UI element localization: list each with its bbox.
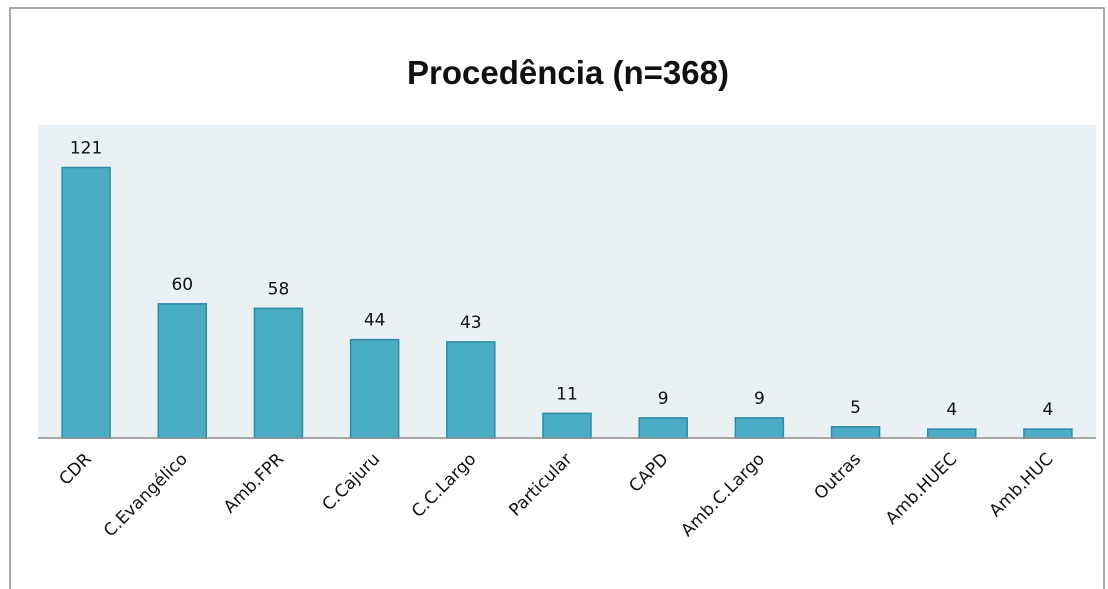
bar — [253, 307, 304, 439]
bar — [446, 341, 496, 439]
bar — [157, 303, 208, 439]
data-label: 121 — [70, 138, 102, 158]
bar — [638, 417, 688, 439]
bar — [542, 412, 592, 439]
plot-area — [38, 125, 1096, 438]
data-label: 43 — [460, 313, 482, 333]
bar — [61, 166, 111, 439]
data-label: 60 — [171, 275, 193, 295]
data-label: 4 — [1042, 400, 1053, 420]
data-label: 9 — [658, 389, 669, 409]
data-label: 58 — [268, 279, 290, 299]
data-label: 44 — [364, 311, 386, 331]
data-label: 4 — [946, 400, 957, 420]
data-label: 5 — [850, 398, 861, 418]
data-label: 11 — [556, 384, 578, 404]
bar — [830, 426, 881, 439]
bar — [1023, 428, 1073, 439]
chart-title: Procedência (n=368) — [407, 54, 729, 91]
bar — [926, 428, 977, 439]
bar — [734, 417, 785, 439]
data-label: 9 — [754, 389, 765, 409]
bar — [349, 338, 400, 439]
